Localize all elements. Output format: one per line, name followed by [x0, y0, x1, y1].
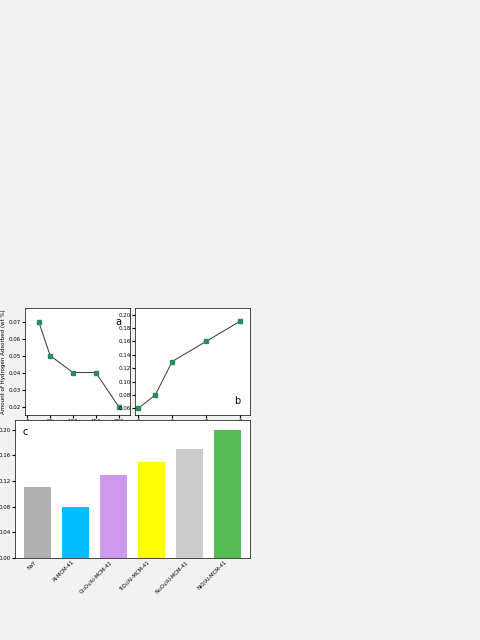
Bar	[62, 507, 89, 558]
Bar	[100, 474, 127, 558]
Text: c: c	[22, 427, 27, 437]
Bar	[176, 449, 203, 558]
Text: a: a	[116, 317, 121, 326]
Bar	[214, 429, 240, 558]
X-axis label: Amount of NiO (wt %): Amount of NiO (wt %)	[158, 427, 227, 432]
Bar	[24, 488, 51, 558]
Y-axis label: Amount of Hydrogen Adsorbed (wt %): Amount of Hydrogen Adsorbed (wt %)	[1, 309, 6, 414]
Bar	[138, 461, 165, 558]
Text: b: b	[235, 396, 241, 406]
X-axis label: Si-to-Al Ratio: Si-to-Al Ratio	[57, 427, 98, 432]
